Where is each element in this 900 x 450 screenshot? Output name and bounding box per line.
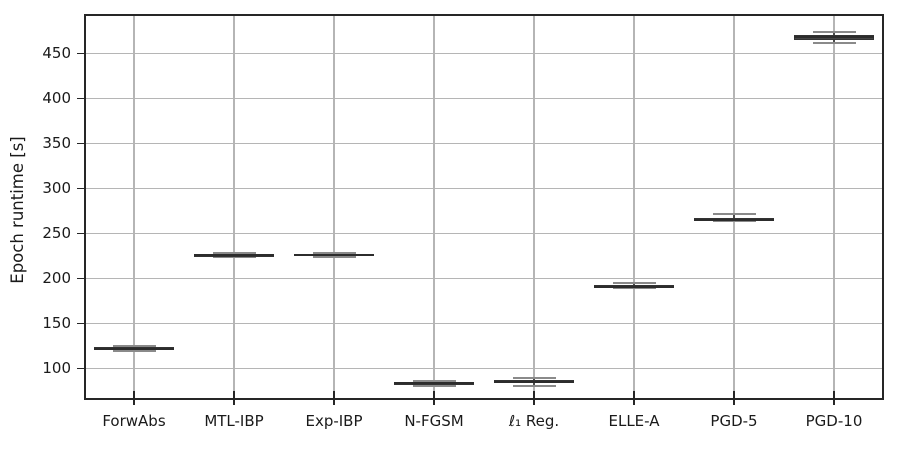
- whisker-cap: [612, 282, 656, 285]
- y-tick-label: 250: [42, 224, 71, 243]
- x-gridline: [633, 14, 635, 400]
- y-tick-label: 300: [42, 179, 71, 198]
- y-tick-mark: [77, 97, 84, 100]
- y-tick-mark: [77, 322, 84, 325]
- y-tick-label: 200: [42, 269, 71, 288]
- y-gridline: [84, 232, 884, 235]
- x-tick-label: ℓ₁ Reg.: [508, 412, 560, 430]
- y-tick-mark: [77, 367, 84, 370]
- x-tick-label: N-FGSM: [404, 412, 464, 430]
- x-tick-mark: [733, 391, 735, 405]
- x-gridline: [133, 14, 135, 400]
- x-tick-label: PGD-5: [710, 412, 758, 430]
- y-gridline: [84, 52, 884, 55]
- x-tick-mark: [133, 391, 135, 405]
- whisker-cap: [112, 349, 156, 352]
- whisker-cap: [612, 287, 656, 290]
- whisker-cap: [412, 385, 456, 388]
- plot-area: [84, 14, 884, 400]
- x-gridline: [333, 14, 335, 400]
- spine-left: [84, 14, 86, 400]
- x-tick-mark: [433, 391, 435, 405]
- x-gridline: [833, 14, 835, 400]
- median-line: [694, 218, 774, 221]
- median-line: [94, 347, 174, 350]
- x-tick-label: ELLE-A: [608, 412, 660, 430]
- median-line: [794, 36, 874, 39]
- spine-top: [84, 14, 884, 16]
- whisker-cap: [412, 379, 456, 382]
- y-tick-mark: [77, 52, 84, 55]
- whisker-cap: [112, 345, 156, 348]
- x-gridline: [533, 14, 535, 400]
- median-line: [494, 380, 574, 383]
- y-gridline: [84, 277, 884, 280]
- y-tick-label: 350: [42, 134, 71, 153]
- x-tick-mark: [533, 391, 535, 405]
- y-tick-mark: [77, 277, 84, 280]
- y-tick-mark: [77, 142, 84, 145]
- whisker-cap: [312, 251, 356, 254]
- whisker-cap: [812, 42, 856, 45]
- median-line: [294, 253, 374, 256]
- x-tick-mark: [333, 391, 335, 405]
- y-gridline: [84, 97, 884, 100]
- y-tick-label: 400: [42, 89, 71, 108]
- median-line: [594, 285, 674, 288]
- x-tick-mark: [833, 391, 835, 405]
- whisker-cap: [512, 384, 556, 387]
- y-tick-mark: [77, 232, 84, 235]
- x-gridline: [433, 14, 435, 400]
- whisker-cap: [712, 220, 756, 223]
- x-tick-mark: [633, 391, 635, 405]
- y-tick-label: 450: [42, 44, 71, 63]
- whisker-cap: [212, 256, 256, 259]
- whisker-cap: [212, 251, 256, 254]
- median-line: [394, 381, 474, 384]
- x-tick-label: ForwAbs: [102, 412, 166, 430]
- whisker-line: [733, 214, 735, 222]
- x-tick-label: PGD-10: [805, 412, 863, 430]
- x-gridline: [733, 14, 735, 400]
- spine-right: [882, 14, 884, 400]
- whisker-cap: [712, 213, 756, 216]
- y-gridline: [84, 322, 884, 325]
- y-gridline: [84, 367, 884, 370]
- y-tick-mark: [77, 187, 84, 190]
- x-tick-mark: [233, 391, 235, 405]
- x-gridline: [233, 14, 235, 400]
- median-line: [194, 254, 274, 257]
- x-tick-label: Exp-IBP: [305, 412, 363, 430]
- y-gridline: [84, 142, 884, 145]
- y-gridline: [84, 187, 884, 190]
- whisker-cap: [312, 255, 356, 258]
- y-axis-label: Epoch runtime [s]: [8, 136, 27, 284]
- whisker-cap: [812, 30, 856, 33]
- spine-bottom: [84, 398, 884, 400]
- y-tick-label: 150: [42, 314, 71, 333]
- x-tick-label: MTL-IBP: [204, 412, 264, 430]
- y-tick-label: 100: [42, 359, 71, 377]
- whisker-cap: [512, 376, 556, 379]
